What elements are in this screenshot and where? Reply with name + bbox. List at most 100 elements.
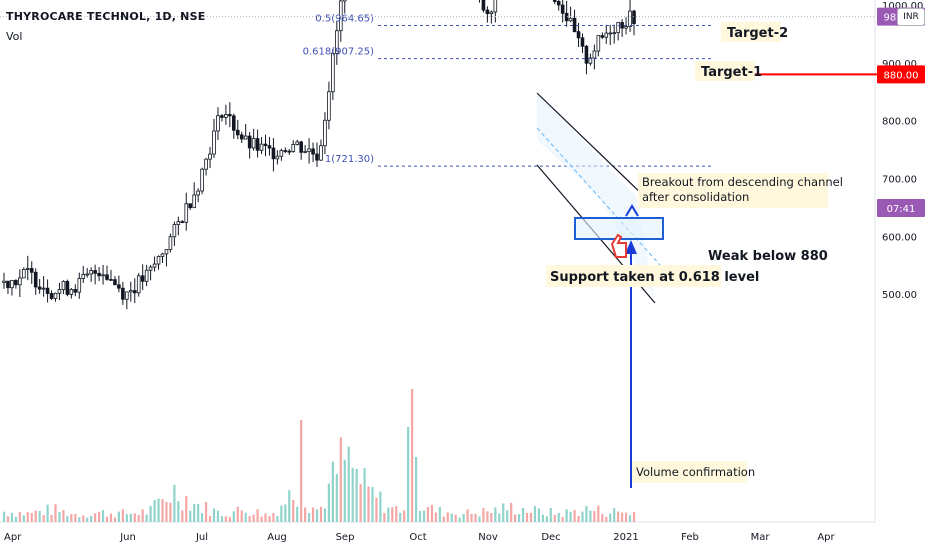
candle-body [307, 148, 311, 152]
volume-bar [450, 513, 453, 522]
candle-body [97, 272, 101, 277]
volume-label: Vol [6, 30, 23, 43]
candle-body [125, 291, 129, 300]
volume-bar [307, 513, 311, 522]
candle-body [319, 145, 323, 161]
volume-bar [371, 486, 374, 522]
candle-body [113, 279, 117, 286]
candle-body [101, 274, 105, 277]
breakout-arrow [625, 204, 639, 217]
fib-label: 0.5(964.65) [315, 13, 374, 24]
candle-body [37, 286, 42, 290]
x-tick-label: 2021 [613, 532, 638, 543]
volume-bar [197, 503, 200, 522]
volume-bar [549, 507, 552, 522]
candle-body [263, 143, 268, 147]
target2-highlight [721, 22, 781, 42]
volume-bar [355, 468, 358, 522]
candle-body [612, 32, 616, 35]
volume-bar [141, 509, 144, 522]
volume-bar [418, 511, 422, 522]
candle-body [33, 271, 38, 288]
volume-bar [458, 517, 461, 522]
volume-bar [438, 506, 441, 522]
volume-bar [133, 513, 136, 522]
candle-body [208, 153, 212, 160]
candle-body [140, 275, 145, 282]
channel-mid [536, 127, 661, 266]
volume-bar [38, 511, 41, 522]
price-tag-label: 07:41 [887, 204, 916, 215]
volume-bar [442, 516, 445, 522]
candle-body [14, 279, 18, 286]
candle-body [323, 119, 327, 147]
volume-bar [50, 514, 53, 522]
volume-bar [46, 504, 49, 522]
volume-bar [474, 513, 477, 522]
volume-bar [466, 509, 469, 522]
volume-bar [240, 510, 243, 522]
volume-bar [288, 490, 291, 522]
candle-body [299, 141, 303, 153]
volume-bar [264, 513, 267, 522]
candle-body [616, 22, 620, 34]
candle-body [41, 287, 46, 290]
candle-body [204, 158, 208, 170]
volume-bar [34, 510, 37, 522]
candle-body [247, 135, 252, 149]
candle-body [109, 279, 113, 281]
volume-bar [248, 516, 251, 522]
volume-bar [617, 511, 620, 522]
x-tick-label: Sep [336, 532, 355, 543]
volume-bar [113, 517, 117, 522]
volume-bar [490, 513, 493, 522]
volume-bar [101, 510, 105, 522]
candle-body [243, 135, 248, 140]
volume-bar [601, 514, 604, 522]
volume-bar [553, 514, 556, 522]
volume-bar [232, 511, 235, 522]
candle-body [267, 145, 272, 149]
volume-highlight [632, 461, 747, 483]
volume-bar [557, 512, 560, 522]
candle-body [335, 30, 339, 54]
volume-bar [545, 516, 548, 522]
volume-bar [185, 496, 188, 522]
candle-body [485, 9, 490, 15]
volume-bar [514, 514, 517, 522]
candle-body [188, 203, 193, 209]
x-tick-label: Nov [478, 532, 498, 543]
volume-bar [145, 514, 148, 522]
volume-bar [581, 511, 584, 522]
candle-body [620, 22, 624, 29]
currency-selector[interactable]: INR [897, 8, 925, 26]
candle-body [132, 290, 137, 294]
candle-body [295, 141, 300, 145]
volume-bar [399, 512, 402, 522]
candle-body [291, 144, 296, 152]
candle-body [572, 17, 577, 33]
volume-bar [510, 502, 513, 522]
candle-body [568, 17, 573, 22]
x-tick-label: Jun [119, 532, 136, 543]
volume-bar [383, 513, 386, 522]
volume-bar [363, 468, 366, 522]
volume-bar [117, 511, 121, 522]
volume-bar [569, 511, 572, 522]
volume-bar [486, 511, 489, 522]
volume-bar [193, 504, 196, 522]
volume-bar [304, 507, 307, 522]
volume-bar [414, 457, 418, 522]
candle-body [152, 263, 157, 268]
candle-body [564, 12, 569, 22]
volume-bar [153, 500, 156, 522]
candle-body [251, 138, 256, 149]
candle-body [584, 45, 589, 64]
volume-bar [165, 501, 168, 522]
candle-body [596, 35, 601, 52]
candle-body [85, 273, 90, 276]
volume-bar [189, 510, 192, 522]
volume-bar [624, 512, 628, 522]
volume-bar [454, 514, 457, 522]
